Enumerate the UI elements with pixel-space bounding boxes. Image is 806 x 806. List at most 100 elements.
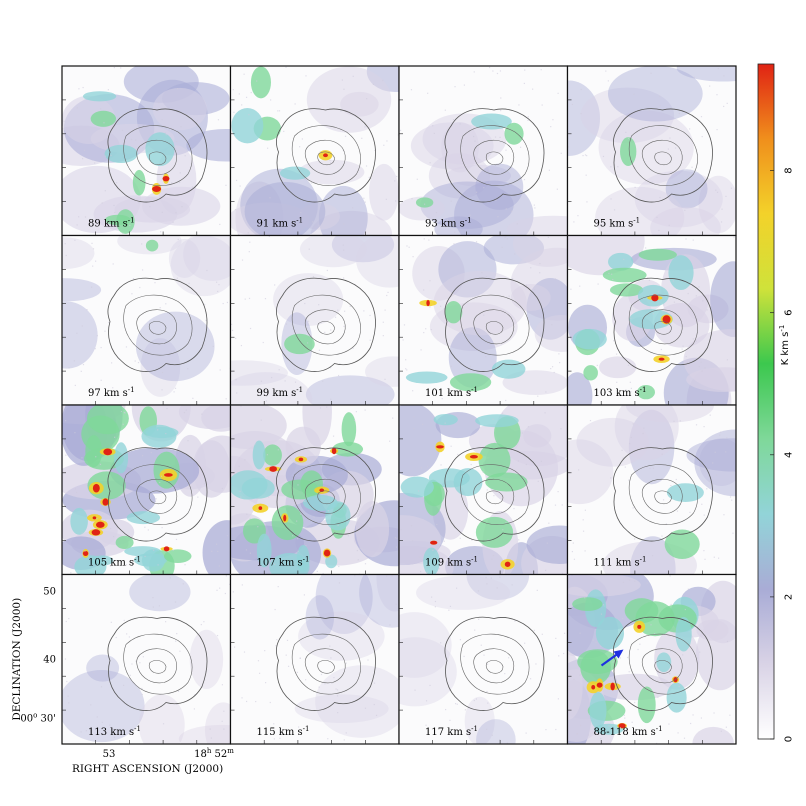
- noise-pixel: [486, 583, 488, 585]
- contour-outer: [444, 108, 545, 203]
- contour-inner: [148, 151, 167, 166]
- emission-blob: [416, 575, 511, 610]
- noise-pixel: [339, 363, 341, 365]
- noise-pixel: [637, 648, 639, 651]
- noise-pixel: [359, 547, 361, 550]
- contour-inner: [317, 490, 335, 505]
- noise-pixel: [345, 662, 347, 664]
- emission-blob: [466, 574, 530, 601]
- noise-pixel: [525, 732, 527, 734]
- noise-pixel: [405, 368, 407, 370]
- noise-pixel: [537, 295, 539, 297]
- noise-pixel: [695, 424, 698, 426]
- emission-blob: [244, 181, 326, 236]
- noise-pixel: [623, 258, 625, 261]
- noise-pixel: [597, 283, 599, 285]
- noise-pixel: [65, 454, 67, 456]
- noise-pixel: [511, 584, 513, 586]
- noise-pixel: [121, 129, 124, 131]
- noise-pixel: [533, 204, 535, 206]
- noise-pixel: [201, 413, 203, 415]
- noise-pixel: [297, 484, 299, 486]
- noise-pixel: [546, 542, 548, 544]
- noise-pixel: [514, 253, 516, 255]
- noise-pixel: [318, 304, 320, 306]
- emission-blob: [186, 128, 231, 162]
- emission-peak: [426, 299, 430, 307]
- noise-pixel: [650, 624, 652, 626]
- noise-pixel: [454, 86, 456, 88]
- noise-pixel: [719, 268, 721, 270]
- emission-blob: [620, 137, 637, 166]
- emission-blob: [400, 476, 434, 498]
- noise-pixel: [205, 319, 207, 321]
- noise-pixel: [306, 342, 309, 344]
- noise-pixel: [265, 400, 268, 402]
- noise-pixel: [514, 620, 516, 622]
- noise-pixel: [395, 200, 397, 202]
- noise-pixel: [501, 412, 504, 414]
- contour-inner: [136, 478, 177, 514]
- noise-pixel: [669, 137, 671, 139]
- noise-pixel: [135, 139, 137, 141]
- noise-pixel: [112, 387, 114, 389]
- noise-pixel: [326, 269, 328, 272]
- noise-pixel: [126, 633, 128, 635]
- noise-pixel: [277, 110, 279, 112]
- noise-pixel: [287, 665, 290, 667]
- noise-pixel: [181, 206, 183, 208]
- noise-pixel: [477, 590, 480, 592]
- noise-pixel: [184, 564, 186, 566]
- noise-pixel: [343, 223, 345, 225]
- noise-pixel: [432, 125, 434, 127]
- noise-pixel: [568, 688, 570, 690]
- noise-pixel: [482, 471, 484, 473]
- noise-pixel: [639, 643, 641, 645]
- noise-pixel: [158, 605, 161, 607]
- emission-blob: [340, 91, 379, 117]
- panel-background: [62, 574, 231, 744]
- noise-pixel: [716, 129, 718, 131]
- channel-panel: 109 km s-1: [398, 404, 569, 576]
- noise-pixel: [102, 513, 104, 515]
- noise-pixel: [556, 188, 558, 190]
- noise-pixel: [345, 732, 347, 734]
- emission-blob: [356, 235, 399, 288]
- noise-pixel: [560, 428, 562, 430]
- noise-pixel: [248, 297, 251, 300]
- noise-pixel: [692, 714, 694, 716]
- noise-pixel: [177, 238, 179, 241]
- noise-pixel: [340, 110, 342, 112]
- noise-pixel: [374, 149, 376, 152]
- noise-pixel: [487, 702, 489, 704]
- noise-pixel: [187, 368, 189, 370]
- colorbar-label: K km s-1: [778, 325, 791, 366]
- noise-pixel: [219, 369, 221, 371]
- noise-pixel: [682, 345, 684, 347]
- noise-pixel: [703, 550, 705, 552]
- emission-map: [230, 235, 399, 405]
- noise-pixel: [571, 103, 574, 106]
- noise-pixel: [661, 535, 663, 537]
- noise-pixel: [121, 232, 124, 234]
- emission-map: [567, 574, 736, 744]
- noise-pixel: [104, 155, 107, 157]
- emission-blob: [698, 175, 736, 234]
- noise-pixel: [279, 737, 281, 739]
- noise-pixel: [354, 532, 357, 534]
- noise-pixel: [558, 655, 560, 657]
- noise-pixel: [674, 147, 677, 149]
- noise-pixel: [269, 197, 271, 199]
- noise-pixel: [563, 405, 565, 407]
- noise-pixel: [125, 346, 128, 348]
- noise-pixel: [172, 221, 174, 223]
- noise-pixel: [629, 443, 631, 445]
- noise-pixel: [461, 145, 463, 147]
- noise-pixel: [330, 162, 332, 164]
- noise-pixel: [240, 496, 242, 498]
- noise-pixel: [412, 390, 414, 392]
- noise-pixel: [684, 608, 686, 611]
- noise-pixel: [161, 389, 163, 391]
- noise-pixel: [100, 346, 102, 349]
- panel-background: [567, 405, 736, 575]
